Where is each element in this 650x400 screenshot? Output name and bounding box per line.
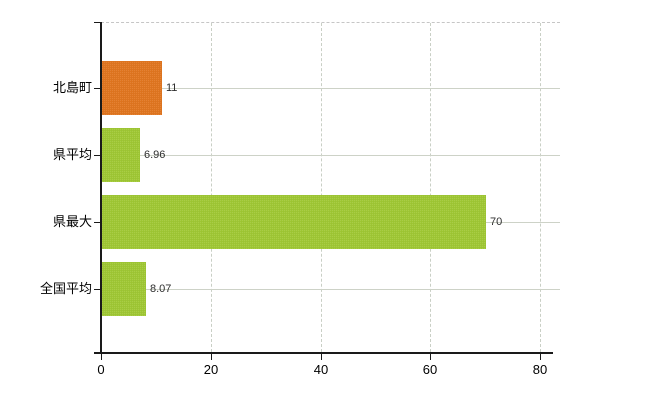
gridline-vertical [540,23,541,352]
bar-value-label: 11 [166,82,178,94]
x-axis-tick [321,353,322,360]
y-axis-category-label: 県最大 [52,214,92,229]
x-axis-tick-label: 20 [203,362,219,377]
x-axis-tick [430,353,431,360]
bar [102,128,140,182]
y-axis-tick [94,289,101,290]
x-axis-tick [101,353,102,360]
gridline-horizontal [101,88,560,89]
bar-value-label: 70 [490,216,503,228]
gridline-vertical [430,23,431,352]
y-axis-category-label: 北島町 [52,80,92,95]
gridline-vertical [211,23,212,352]
y-axis-line [100,22,102,352]
gridline-vertical [321,23,322,352]
y-axis-tick [94,88,101,89]
bar [102,61,162,115]
x-axis-tick [211,353,212,360]
gridline-horizontal [101,289,560,290]
gridline-horizontal [101,155,560,156]
plot-top-border [101,22,560,23]
x-axis-tick-label: 80 [532,362,548,377]
bar-value-label: 8.07 [150,283,172,295]
x-axis-tick-label: 0 [97,362,105,377]
x-axis-line [94,352,553,354]
y-axis-boundary-tick [94,22,101,23]
y-axis-tick [94,155,101,156]
y-axis-tick [94,222,101,223]
x-axis-tick-label: 40 [313,362,329,377]
x-axis-tick-label: 60 [422,362,438,377]
y-axis-category-label: 全国平均 [39,281,92,296]
x-axis-tick [540,353,541,360]
bar [102,262,146,316]
bar [102,195,486,249]
y-axis-category-label: 県平均 [52,147,92,162]
bar-value-label: 6.96 [144,149,166,161]
